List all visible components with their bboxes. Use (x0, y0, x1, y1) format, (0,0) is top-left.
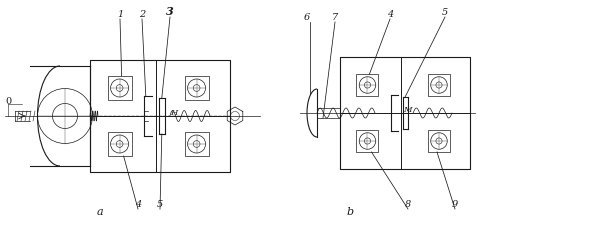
Bar (340, 57, 470, 169)
Bar (401, 57, 470, 113)
Bar (340, 57, 401, 113)
Text: 7: 7 (332, 13, 338, 22)
Bar (428, 74, 450, 96)
Bar (90, 116, 156, 172)
Bar (356, 130, 378, 152)
Bar (156, 60, 230, 116)
Bar (185, 132, 209, 156)
Text: 4: 4 (135, 200, 141, 209)
Bar (428, 130, 450, 152)
Text: H: H (170, 109, 177, 117)
Bar (108, 132, 132, 156)
Bar (356, 74, 378, 96)
Bar (90, 60, 230, 172)
Text: 6: 6 (304, 13, 310, 22)
Text: 3: 3 (166, 6, 174, 17)
Text: 8: 8 (405, 200, 411, 209)
Bar (401, 113, 470, 169)
Bar (340, 113, 401, 169)
Text: 5: 5 (157, 200, 163, 209)
Text: 1: 1 (117, 10, 123, 19)
Text: M: M (403, 106, 412, 114)
Bar (156, 116, 230, 172)
Text: 0: 0 (5, 96, 11, 106)
Text: 5: 5 (442, 8, 448, 17)
Bar (185, 76, 209, 100)
Text: b: b (346, 207, 353, 217)
Bar (108, 76, 132, 100)
Text: 2: 2 (139, 10, 145, 19)
Bar (90, 60, 156, 116)
Text: a: a (97, 207, 103, 217)
Text: 4: 4 (387, 10, 393, 19)
Text: 9: 9 (452, 200, 458, 209)
